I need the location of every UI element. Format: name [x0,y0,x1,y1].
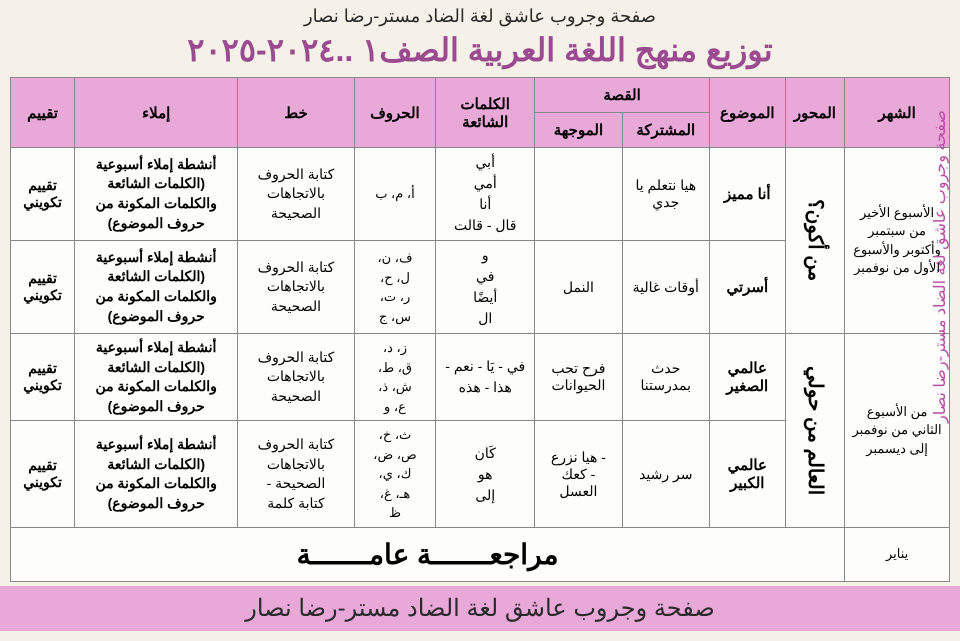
cell-dictation: أنشطة إملاء أسبوعية (الكلمات الشائعة وال… [75,421,238,528]
cell-handwriting: كتابة الحروف بالاتجاهات الصحيحة -كتابة ك… [238,421,354,528]
curriculum-table: الشهر المحور الموضوع القصة الكلمات الشائ… [10,77,950,582]
cell-review-text: مراجعـــــــة عامـــــــة [11,527,845,581]
cell-letters: ف، ن،ل، ح،ر، ت،س، ج [354,241,436,334]
cell-letters: أ، م، ب [354,148,436,241]
cell-letters: ث، خ،ص، ض،ك، ي،هـ، غ،ظ [354,421,436,528]
cell-dictation: أنشطة إملاء أسبوعية (الكلمات الشائعة وال… [75,334,238,421]
cell-story-guided: - هيا نزرع- كعك العسل [535,421,622,528]
table-row: من الأسبوع الثاني من نوفمبر إلى ديسمبر ا… [11,334,950,421]
cell-story-shared: سر رشيد [622,421,709,528]
page-attribution-side: صفحة وجروب عاشق لغة الضاد مستر-رضا نصار [930,110,950,510]
col-dictation: إملاء [75,78,238,148]
table-row-review: يناير مراجعـــــــة عامـــــــة [11,527,950,581]
cell-story-guided [535,148,622,241]
cell-story-guided: النمل [535,241,622,334]
cell-axis: العالم من حولي [785,334,845,528]
cell-common-words: وفيأيضًاال [436,241,535,334]
col-handwriting: خط [238,78,354,148]
cell-topic: عالمي الكبير [709,421,785,528]
cell-topic: أنا مميز [709,148,785,241]
cell-handwriting: كتابة الحروف بالاتجاهات الصحيحة [238,334,354,421]
cell-common-words: أبيأميأناقال - قالت [436,148,535,241]
cell-review-month: يناير [845,527,950,581]
cell-evaluation: تقييم تكويني [11,148,75,241]
cell-dictation: أنشطة إملاء أسبوعية (الكلمات الشائعة وال… [75,241,238,334]
col-axis: المحور [785,78,845,148]
cell-handwriting: كتابة الحروف بالاتجاهات الصحيحة [238,148,354,241]
cell-dictation: أنشطة إملاء أسبوعية (الكلمات الشائعة وال… [75,148,238,241]
cell-letters: ز، د،ق، ط،ش، ذ،ع، و [354,334,436,421]
cell-story-shared: حدث بمدرستنا [622,334,709,421]
cell-evaluation: تقييم تكويني [11,241,75,334]
col-story-shared: المشتركة [622,113,709,148]
table-row: الأسبوع الأخير من سبتمبر وأكتوبر والأسبو… [11,148,950,241]
cell-evaluation: تقييم تكويني [11,421,75,528]
page-attribution-footer: صفحة وجروب عاشق لغة الضاد مستر-رضا نصار [0,586,960,631]
col-letters: الحروف [354,78,436,148]
cell-common-words: في - يَا - نعم -هذا - هذه [436,334,535,421]
col-common-words: الكلمات الشائعة [436,78,535,148]
page-title: توزيع منهج اللغة العربية الصف١ ..٢٠٢٤-٢٠… [0,27,960,77]
cell-evaluation: تقييم تكويني [11,334,75,421]
cell-axis: من أكون؟ [785,148,845,334]
col-topic: الموضوع [709,78,785,148]
table-body: الأسبوع الأخير من سبتمبر وأكتوبر والأسبو… [11,148,950,582]
cell-handwriting: كتابة الحروف بالاتجاهات الصحيحة [238,241,354,334]
cell-topic: أسرتي [709,241,785,334]
cell-story-shared: أوقات غالية [622,241,709,334]
cell-topic: عالمي الصغير [709,334,785,421]
col-story-guided: الموجهة [535,113,622,148]
page-attribution-top: صفحة وجروب عاشق لغة الضاد مستر-رضا نصار [0,0,960,27]
cell-story-shared: هيا نتعلم يا جدي [622,148,709,241]
col-evaluation: تقييم [11,78,75,148]
cell-story-guided: فرح تحب الحيوانات [535,334,622,421]
col-story: القصة [535,78,710,113]
cell-common-words: كَانهوإلى [436,421,535,528]
